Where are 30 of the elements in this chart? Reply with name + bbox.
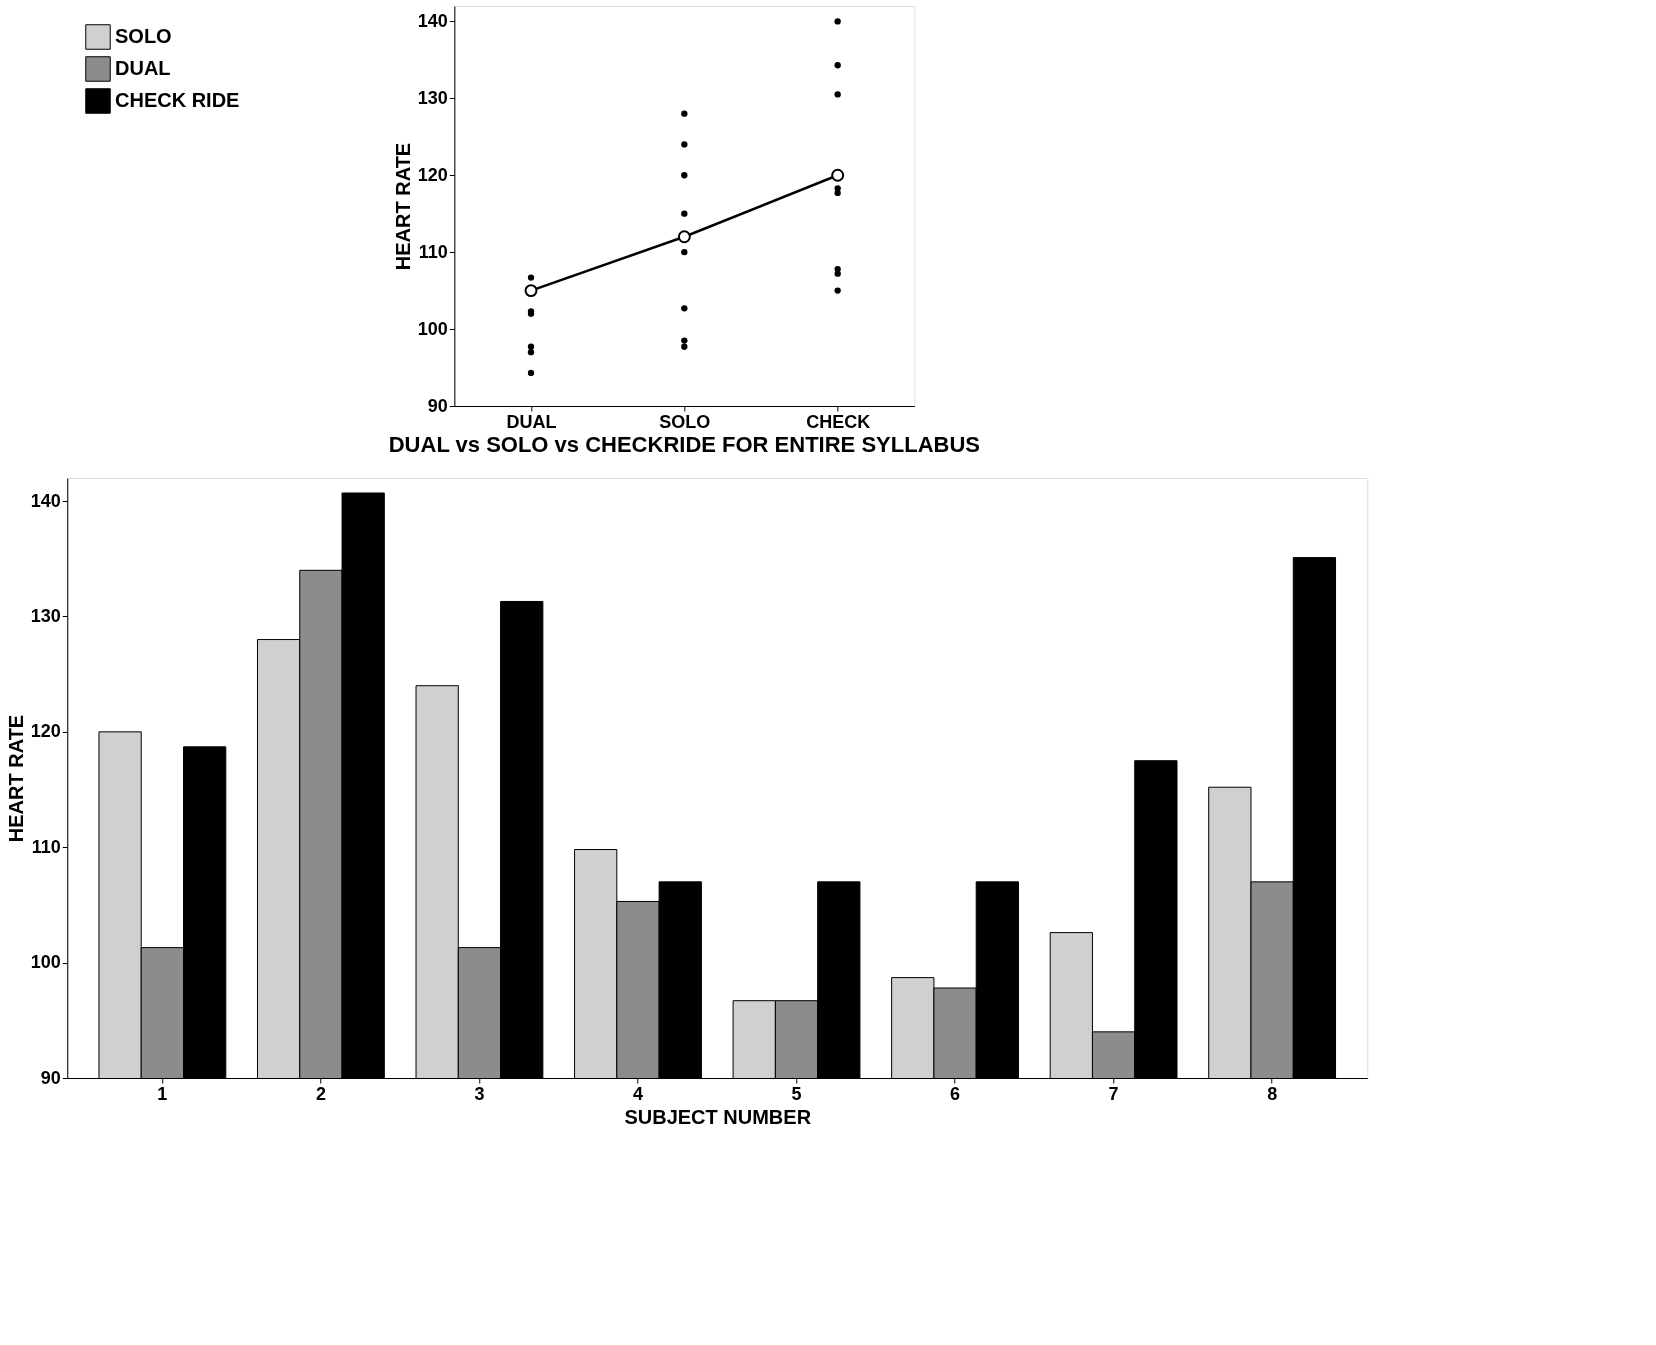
y-tick-label: 120 [417, 164, 448, 185]
x-tick-label: 1 [157, 1083, 168, 1104]
x-tick-label: 3 [474, 1083, 485, 1104]
y-tick-label: 100 [30, 952, 61, 973]
y-tick-label: 90 [427, 395, 448, 416]
y-tick-label: 110 [31, 836, 61, 857]
y-tick-label: 90 [40, 1067, 61, 1088]
x-tick-label: DUAL [506, 411, 557, 432]
x-tick-label: 4 [632, 1083, 643, 1104]
y-tick-label: 130 [417, 87, 448, 108]
y-tick-label: 140 [417, 10, 448, 31]
y-axis-title: HEART RATE [4, 714, 27, 843]
y-tick-label: 130 [30, 605, 61, 626]
x-tick-label: 5 [791, 1083, 802, 1104]
y-tick-label: 110 [418, 241, 448, 262]
legend-label: SOLO [115, 25, 172, 47]
x-tick-label: 6 [950, 1083, 961, 1104]
y-axis-title: HEART RATE [391, 142, 414, 271]
y-tick-label: 100 [417, 318, 448, 339]
x-tick-label: 8 [1267, 1083, 1278, 1104]
x-axis-title: SUBJECT NUMBER [624, 1105, 812, 1128]
text: DUAL vs SOLO vs CHECKRIDE FOR ENTIRE SYLLABUS [388, 432, 980, 457]
x-tick-label: CHECK [806, 411, 871, 432]
y-tick-label: 140 [30, 490, 61, 511]
legend-label: CHECK RIDE [115, 89, 240, 111]
x-tick-label: SOLO [659, 411, 711, 432]
x-tick-label: 2 [315, 1083, 326, 1104]
y-tick-label: 120 [30, 721, 61, 742]
x-tick-label: 7 [1108, 1083, 1119, 1104]
legend-label: DUAL [115, 57, 171, 79]
